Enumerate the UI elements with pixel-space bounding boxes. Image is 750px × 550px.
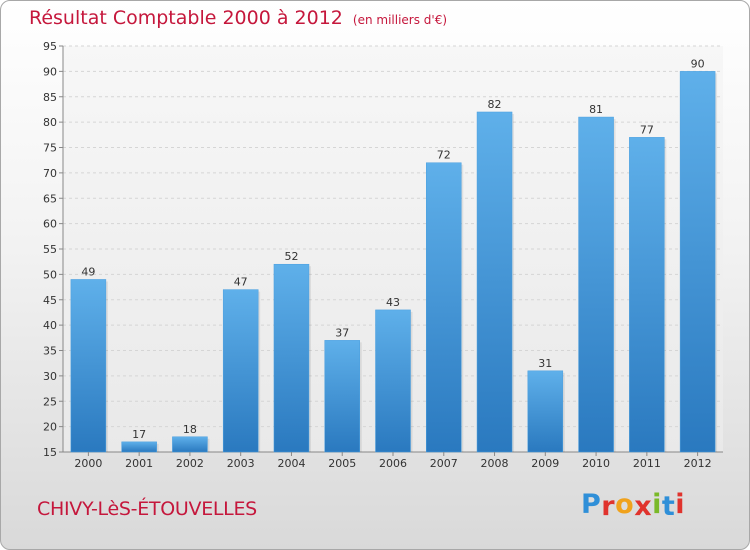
x-tick-label: 2009	[531, 457, 559, 470]
logo-letter: i	[675, 489, 686, 520]
logo-letter: x	[634, 491, 653, 522]
logo-letter: o	[615, 489, 635, 520]
bar	[426, 162, 462, 453]
x-tick-label: 2001	[125, 457, 153, 470]
y-tick-label: 90	[43, 65, 57, 78]
logo-letter: i	[652, 489, 662, 520]
y-tick-label: 35	[43, 345, 57, 358]
bar-value-label: 49	[81, 265, 95, 278]
y-tick-label: 85	[43, 91, 57, 104]
bar-value-label: 77	[640, 123, 654, 136]
bar	[172, 436, 208, 453]
x-tick-label: 2005	[328, 457, 356, 470]
x-tick-label: 2002	[176, 457, 204, 470]
bar	[375, 309, 411, 453]
bar-value-label: 43	[386, 296, 400, 309]
chart-subtitle: (en milliers d'€)	[352, 13, 448, 27]
y-tick-label: 20	[43, 421, 57, 434]
logo-letter: r	[601, 491, 616, 522]
x-tick-label: 2007	[430, 457, 458, 470]
bar-value-label: 52	[284, 250, 298, 263]
bar-value-label: 72	[437, 149, 451, 162]
logo-letter: P	[581, 489, 602, 520]
x-tick-label: 2010	[582, 457, 610, 470]
bar	[476, 111, 513, 453]
y-tick-label: 95	[43, 40, 57, 53]
y-tick-label: 65	[43, 192, 57, 205]
chart-title-main: Résultat Comptable 2000 à 2012	[29, 7, 343, 29]
x-tick-label: 2012	[684, 457, 712, 470]
bar	[578, 116, 614, 453]
y-tick-label: 60	[43, 218, 57, 231]
y-tick-label: 55	[43, 243, 57, 256]
y-tick-label: 40	[43, 319, 57, 332]
y-tick-label: 45	[43, 294, 57, 307]
bar	[121, 441, 157, 453]
y-tick-label: 80	[43, 116, 57, 129]
y-tick-label: 25	[43, 395, 57, 408]
bar-value-label: 18	[183, 423, 197, 436]
x-tick-label: 2004	[277, 457, 305, 470]
bar	[527, 370, 564, 453]
bar	[629, 137, 665, 453]
bar-value-label: 17	[132, 428, 146, 441]
y-tick-label: 75	[43, 142, 57, 155]
bar	[273, 263, 310, 453]
bar	[222, 289, 259, 453]
proxiti-logo[interactable]: Proxiti	[581, 489, 686, 522]
bar-value-label: 81	[589, 103, 603, 116]
x-tick-label: 2006	[379, 457, 407, 470]
bar	[70, 279, 107, 453]
bar-value-label: 47	[234, 276, 248, 289]
chart-title: Résultat Comptable 2000 à 2012 (en millie…	[29, 7, 447, 29]
bar-value-label: 82	[488, 98, 502, 111]
bar	[679, 71, 716, 453]
bar-value-label: 37	[335, 326, 349, 339]
logo-letter: t	[661, 491, 676, 522]
town-name: CHIVY-LèS-ÉTOUVELLES	[37, 498, 257, 520]
x-tick-label: 2011	[633, 457, 661, 470]
y-tick-label: 30	[43, 370, 57, 383]
x-tick-label: 2008	[481, 457, 509, 470]
y-tick-label: 50	[43, 268, 57, 281]
x-tick-label: 2000	[74, 457, 102, 470]
y-tick-label: 70	[43, 167, 57, 180]
bar	[324, 340, 360, 453]
x-tick-label: 2003	[227, 457, 255, 470]
y-tick-label: 15	[43, 446, 57, 459]
bar-value-label: 90	[691, 57, 705, 70]
bar-value-label: 31	[538, 357, 552, 370]
